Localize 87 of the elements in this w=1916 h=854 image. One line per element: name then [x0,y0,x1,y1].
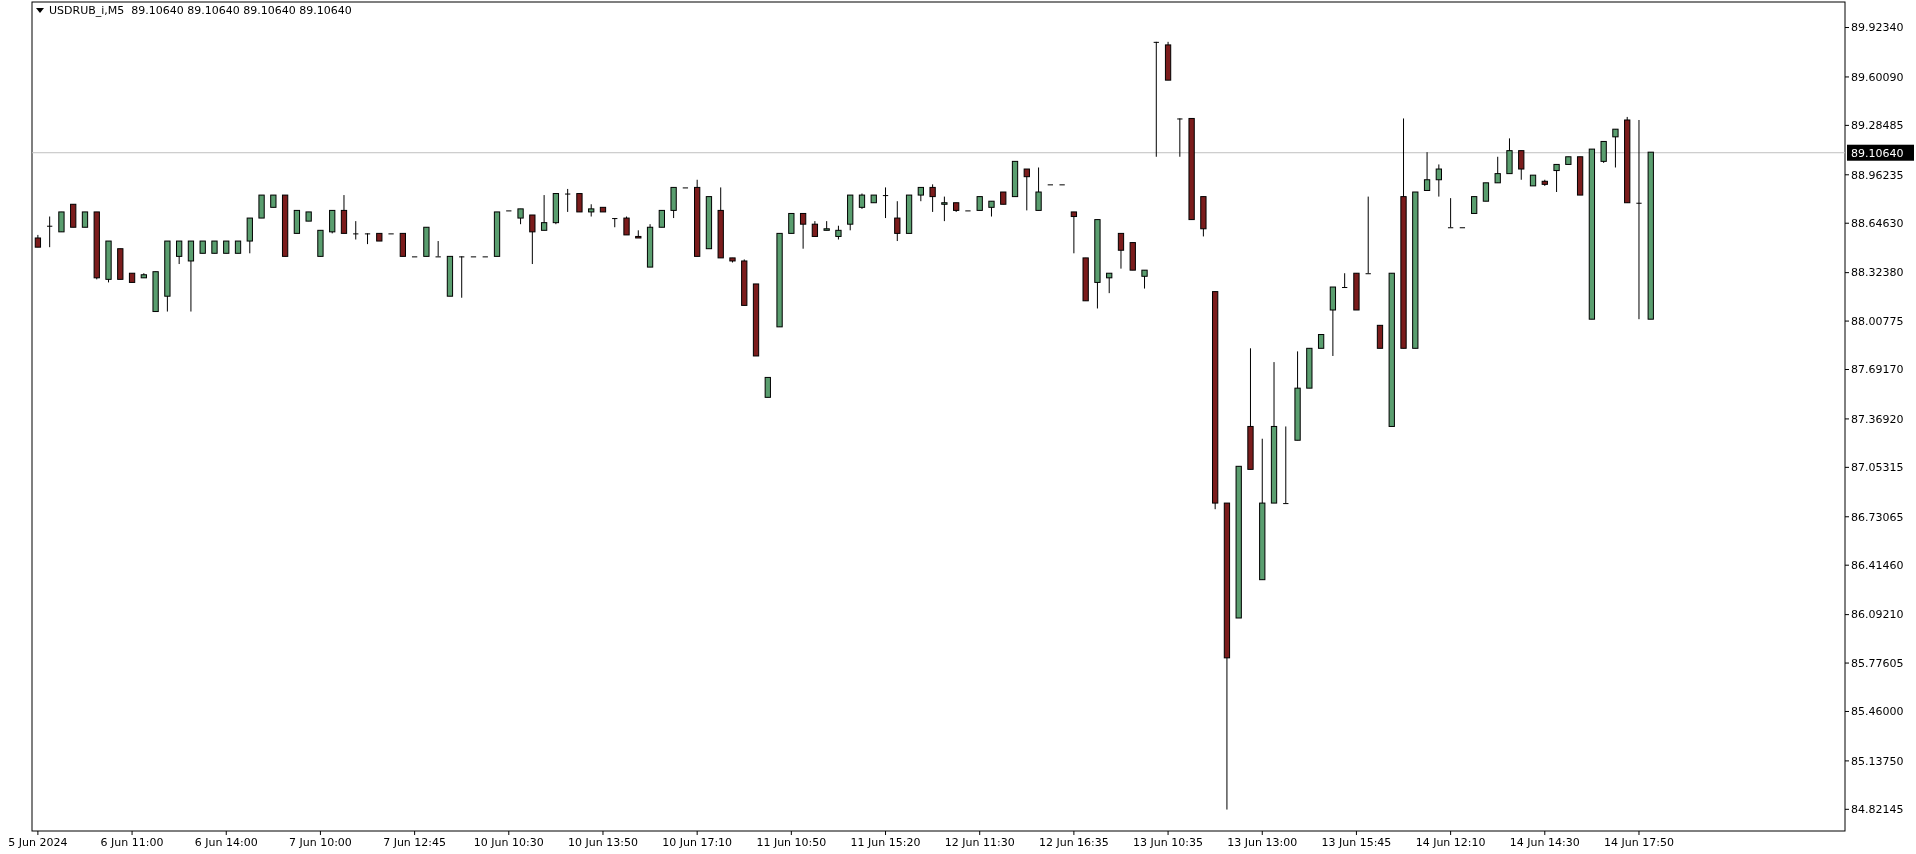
x-tick-label: 10 Jun 10:30 [473,836,544,849]
candlestick [47,216,53,248]
candlestick [1435,163,1442,198]
x-tick-label: 10 Jun 17:10 [662,836,733,849]
candlestick [364,232,371,245]
candlestick [1636,119,1642,320]
candlestick [187,240,195,313]
candlestick [70,203,77,228]
x-tick-label: 14 Jun 12:10 [1415,836,1486,849]
x-tick-label: 13 Jun 15:45 [1321,836,1392,849]
candlestick [1482,182,1490,202]
y-tick-label: 88.96235 [1851,168,1904,182]
x-tick-label: 13 Jun 13:00 [1227,836,1298,849]
candlestick [1342,272,1348,289]
candlestick [788,212,795,234]
candlestick [435,240,441,258]
y-tick-label: 85.13750 [1851,754,1904,768]
candlestick [1553,163,1560,193]
y-tick-label: 85.77605 [1851,656,1904,670]
y-tick-label: 89.60090 [1851,70,1904,84]
x-tick-label: 14 Jun 17:50 [1604,836,1674,849]
x-tick-label: 6 Jun 14:00 [194,836,258,849]
y-tick-label: 87.05315 [1851,461,1904,475]
y-tick-label: 88.32380 [1851,266,1904,280]
y-tick-label: 86.73065 [1851,510,1904,524]
y-tick-label: 88.00775 [1851,314,1904,328]
candlestick [941,196,948,222]
x-tick-label: 11 Jun 10:50 [756,836,827,849]
y-tick-label: 87.36920 [1851,412,1904,426]
candlestick [176,240,183,265]
candlestick [540,194,548,231]
ref-line-label: 89.10640 [1851,146,1904,160]
candlestick [1283,425,1289,505]
candlestick [670,186,677,219]
y-tick-label: 86.09210 [1851,608,1904,622]
x-tick-label: 14 Jun 14:30 [1509,836,1580,849]
candlestick [565,188,571,213]
candlestick [764,376,771,398]
candlestick [1141,269,1148,290]
candlestick [1518,150,1525,181]
candlestick [1447,197,1454,229]
candlestick [293,209,301,234]
chart-title: USDRUB_i,M5 89.10640 89.10640 89.10640 89.10640 [49,4,352,17]
candlestick [1070,211,1078,254]
candlestick [1117,232,1125,270]
candlestick [1106,272,1113,294]
x-tick-label: 6 Jun 11:00 [100,836,164,849]
x-tick-label: 11 Jun 15:20 [850,836,921,849]
candlestick [58,211,65,233]
x-tick-label: 12 Jun 16:35 [1038,836,1109,849]
x-tick-label: 10 Jun 13:50 [568,836,638,849]
candlestick [1023,168,1030,211]
candlestick [1376,324,1384,349]
x-tick-label: 7 Jun 12:45 [383,836,447,849]
y-tick-label: 87.69170 [1851,363,1904,377]
candlestick [1600,140,1607,164]
candlestick [1423,151,1431,191]
candlestick [929,183,936,213]
x-tick-label: 13 Jun 10:35 [1133,836,1204,849]
y-tick-label: 89.92340 [1851,21,1904,35]
candlestick [1329,286,1337,357]
y-tick-label: 85.46000 [1851,705,1904,719]
candlestick [459,255,465,299]
candlestick [353,220,359,241]
candlestick [1153,41,1159,158]
candlestick [399,232,406,257]
candlestick [529,214,536,265]
candlestick [799,212,807,250]
candlestick [258,194,265,219]
x-tick-label: 12 Jun 11:30 [944,836,1015,849]
candlestick [894,200,901,242]
candlestick [246,217,253,254]
y-tick-label: 88.64630 [1851,217,1904,231]
y-tick-label: 86.41460 [1851,559,1904,573]
candlestick [340,194,348,234]
y-tick-label: 89.28485 [1851,119,1904,133]
candlestick [1035,166,1042,211]
candlestick [1177,117,1183,158]
candlestick [576,193,583,213]
x-tick-label: 5 Jun 2024 [8,836,68,849]
candlestick [1612,128,1619,168]
candlestick [1365,196,1371,275]
y-tick-label: 84.82145 [1851,803,1904,817]
candlestick [1506,137,1513,175]
x-tick-label: 7 Jun 10:00 [288,836,352,849]
candlestick [1494,156,1501,184]
candlestick [882,186,889,219]
